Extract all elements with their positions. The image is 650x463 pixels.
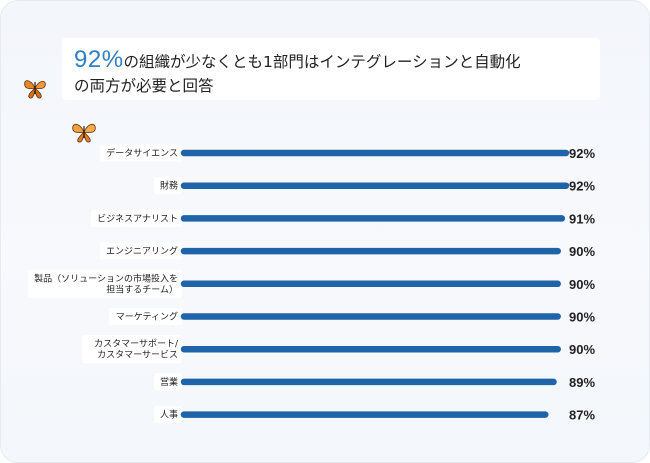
category-label-bg <box>109 308 182 325</box>
category-label-bg <box>82 335 182 364</box>
category-label: カスタマーサポート/カスタマーサービス <box>94 339 179 361</box>
category-label: マーケティング <box>116 311 178 323</box>
category-label-bg <box>91 209 182 227</box>
category-label: 営業 <box>160 376 178 388</box>
category-label: ビジネスアナリスト <box>97 213 178 224</box>
value-label: 92% <box>569 146 595 161</box>
value-label: 92% <box>569 179 595 194</box>
category-label-bg <box>28 269 182 298</box>
category-label: エンジニアリング <box>106 245 178 257</box>
value-label: 90% <box>569 244 595 259</box>
title-line-1-text: の組織が少なくとも1部門はインテグレーションと自動化 <box>123 53 521 71</box>
title-highlight-percent: 92% <box>74 46 124 73</box>
category-label-bg <box>154 177 182 195</box>
title-line-2: の両方が必要と回答 <box>74 77 214 95</box>
butterfly-icon <box>24 80 46 99</box>
value-label: 90% <box>569 277 595 292</box>
title-line-1: 92%の組織が少なくとも1部門はインテグレーションと自動化 <box>74 46 521 74</box>
category-label: 人事 <box>160 409 178 421</box>
category-label: データサイエンス <box>106 147 178 159</box>
value-label: 90% <box>569 310 595 325</box>
category-label-bg <box>154 406 182 424</box>
butterfly-icon <box>72 123 96 143</box>
category-label-bg <box>100 144 182 162</box>
value-label: 91% <box>569 211 595 226</box>
category-label-bg <box>154 373 182 391</box>
category-label: 財務 <box>160 180 178 192</box>
category-label-bg <box>100 242 182 260</box>
value-label: 89% <box>569 375 595 390</box>
chart-title: 92%の組織が少なくとも1部門はインテグレーションと自動化 の両方が必要と回答 <box>62 38 600 100</box>
value-label: 90% <box>569 342 595 357</box>
value-label: 87% <box>569 408 595 423</box>
category-label: 製品（ソリューションの市場投入を担当するチーム） <box>34 272 178 295</box>
